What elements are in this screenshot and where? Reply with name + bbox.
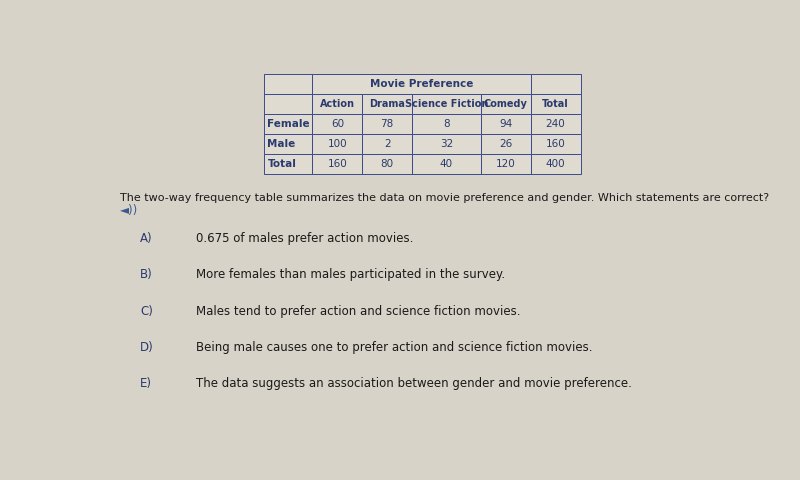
Bar — [481, 114, 530, 134]
Bar — [264, 154, 313, 174]
Text: Being male causes one to prefer action and science fiction movies.: Being male causes one to prefer action a… — [196, 341, 593, 354]
Text: 32: 32 — [440, 139, 453, 149]
Text: Movie Preference: Movie Preference — [370, 79, 474, 89]
Text: 0.675 of males prefer action movies.: 0.675 of males prefer action movies. — [196, 232, 414, 245]
Text: Male: Male — [267, 139, 296, 149]
Text: B): B) — [140, 268, 153, 281]
Bar — [362, 114, 412, 134]
Bar — [264, 134, 313, 154]
Text: 100: 100 — [327, 139, 347, 149]
Bar — [412, 94, 481, 114]
Text: Males tend to prefer action and science fiction movies.: Males tend to prefer action and science … — [196, 305, 521, 318]
Bar — [313, 134, 362, 154]
Bar — [313, 94, 362, 114]
Bar — [412, 114, 481, 134]
Bar — [412, 134, 481, 154]
Text: 78: 78 — [381, 119, 394, 129]
Text: 120: 120 — [496, 159, 516, 169]
Bar — [481, 134, 530, 154]
Bar — [530, 74, 581, 94]
Text: D): D) — [140, 341, 154, 354]
Bar — [362, 154, 412, 174]
Text: Action: Action — [320, 99, 355, 109]
Bar — [313, 114, 362, 134]
Bar — [264, 94, 313, 114]
Bar — [412, 74, 481, 94]
Text: Comedy: Comedy — [484, 99, 528, 109]
Bar — [481, 94, 530, 114]
Text: ◄)): ◄)) — [121, 204, 138, 217]
Text: 240: 240 — [546, 119, 566, 129]
Bar — [481, 74, 530, 94]
Text: 160: 160 — [327, 159, 347, 169]
Text: Total: Total — [542, 99, 569, 109]
Text: Drama: Drama — [370, 99, 405, 109]
Bar — [362, 134, 412, 154]
Bar — [264, 74, 313, 94]
Text: 40: 40 — [440, 159, 453, 169]
Text: 94: 94 — [499, 119, 512, 129]
Bar — [264, 114, 313, 134]
Text: 160: 160 — [546, 139, 566, 149]
Text: Total: Total — [267, 159, 296, 169]
Bar — [481, 154, 530, 174]
Bar — [412, 154, 481, 174]
Bar — [313, 74, 362, 94]
Text: 80: 80 — [381, 159, 394, 169]
Bar — [313, 154, 362, 174]
Text: Science Fiction: Science Fiction — [405, 99, 488, 109]
Text: More females than males participated in the survey.: More females than males participated in … — [196, 268, 506, 281]
Text: Female: Female — [267, 119, 310, 129]
Bar — [362, 74, 412, 94]
Text: 400: 400 — [546, 159, 566, 169]
Text: The two-way frequency table summarizes the data on movie preference and gender. : The two-way frequency table summarizes t… — [121, 192, 770, 203]
Bar — [530, 114, 581, 134]
Bar — [313, 74, 530, 94]
Bar — [530, 154, 581, 174]
Text: C): C) — [140, 305, 153, 318]
Text: 8: 8 — [443, 119, 450, 129]
Bar — [362, 94, 412, 114]
Text: 60: 60 — [330, 119, 344, 129]
Bar — [530, 94, 581, 114]
Text: 2: 2 — [384, 139, 390, 149]
Text: The data suggests an association between gender and movie preference.: The data suggests an association between… — [196, 377, 632, 390]
Bar — [530, 134, 581, 154]
Text: 26: 26 — [499, 139, 512, 149]
Text: A): A) — [140, 232, 153, 245]
Text: E): E) — [140, 377, 152, 390]
